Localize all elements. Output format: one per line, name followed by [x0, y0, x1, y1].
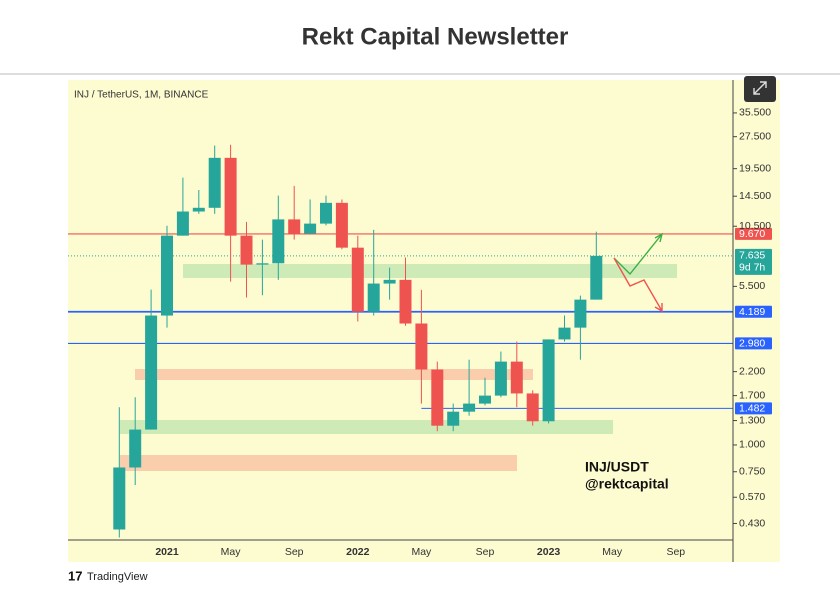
candle-body — [288, 219, 301, 234]
bearish-arrow — [613, 257, 663, 312]
y-tick-label: 1.000 — [739, 439, 765, 451]
candle-body — [113, 467, 126, 530]
arrow-head — [654, 303, 663, 313]
candle-body — [510, 361, 523, 394]
x-tick-label: 2022 — [346, 546, 370, 558]
y-tick-label: 2.200 — [739, 365, 765, 377]
y-tick-label: 10.500 — [739, 220, 771, 232]
current-price-label: 7.635 — [739, 250, 765, 262]
y-tick-label: 0.750 — [739, 466, 765, 478]
candle-body — [192, 207, 205, 212]
candle-body — [272, 219, 285, 264]
candle-body — [494, 361, 507, 396]
candle-body — [479, 395, 491, 404]
annotation: @rektcapital — [585, 476, 669, 492]
candle-body — [208, 157, 221, 208]
y-tick-label: 1.300 — [739, 414, 765, 426]
x-tick-label: May — [221, 546, 242, 558]
candle-body — [240, 235, 253, 265]
x-tick-label: May — [411, 546, 432, 558]
level-label: 9.670 — [739, 228, 765, 240]
level-label-box — [735, 227, 772, 240]
level-label: 4.189 — [739, 306, 765, 318]
candle-body — [351, 247, 364, 312]
candle-body — [224, 157, 237, 236]
candle-body — [431, 369, 444, 426]
fullscreen-button[interactable] — [744, 76, 776, 102]
x-tick-label: 2021 — [155, 546, 179, 558]
y-tick-label: 14.500 — [739, 190, 771, 202]
brand-logo: 17 — [68, 568, 82, 583]
candle-body — [367, 283, 380, 312]
level-label-box — [735, 337, 772, 350]
candle-body — [526, 393, 539, 422]
candle-body — [542, 339, 555, 422]
candle-body — [176, 211, 189, 236]
x-tick-label: Sep — [285, 546, 304, 558]
candle-body — [399, 279, 412, 324]
page-title: Rekt Capital Newsletter — [302, 23, 569, 50]
candle-body — [129, 429, 142, 468]
support-zone — [120, 420, 613, 434]
level-label-box — [735, 402, 772, 415]
candle-body — [558, 327, 571, 340]
bullish-arrow — [613, 233, 663, 276]
y-tick-label: 19.500 — [739, 162, 771, 174]
resistance-zone — [135, 369, 533, 380]
x-tick-label: 2023 — [537, 546, 561, 558]
candle-body — [574, 299, 587, 328]
resistance-zone — [120, 455, 517, 471]
candle-body — [320, 202, 332, 224]
level-label: 1.482 — [739, 403, 765, 415]
y-tick-label: 1.700 — [739, 389, 765, 401]
x-tick-label: Sep — [476, 546, 495, 558]
current-price-box — [735, 248, 772, 275]
y-tick-label: 0.570 — [739, 491, 765, 503]
x-tick-label: May — [602, 546, 623, 558]
y-tick-label: 27.500 — [739, 130, 771, 142]
candle-body — [161, 235, 173, 316]
arrow-head — [654, 232, 664, 243]
candle-body — [304, 223, 317, 234]
candle-body — [463, 403, 476, 412]
y-tick-label: 35.500 — [739, 107, 771, 119]
level-label-box — [735, 305, 772, 318]
candle-body — [335, 202, 348, 248]
chart-background — [68, 80, 780, 562]
candle-body — [145, 315, 158, 430]
y-tick-label: 0.430 — [739, 517, 765, 529]
countdown-label: 9d 7h — [739, 262, 765, 274]
x-tick-label: Sep — [666, 546, 685, 558]
candle-body — [415, 323, 428, 370]
level-label: 2.980 — [739, 338, 765, 350]
y-tick-label: 5.500 — [739, 280, 765, 292]
brand-name: TradingView — [87, 571, 148, 583]
symbol-title: INJ / TetherUS, 1M, BINANCE — [74, 90, 209, 101]
annotation: INJ/USDT — [585, 459, 649, 475]
candle-body — [447, 411, 460, 426]
candle-body — [590, 255, 603, 300]
fullscreen-icon — [753, 81, 767, 95]
support-zone — [183, 264, 677, 278]
candle-body — [383, 279, 396, 284]
candle-body — [256, 263, 269, 265]
